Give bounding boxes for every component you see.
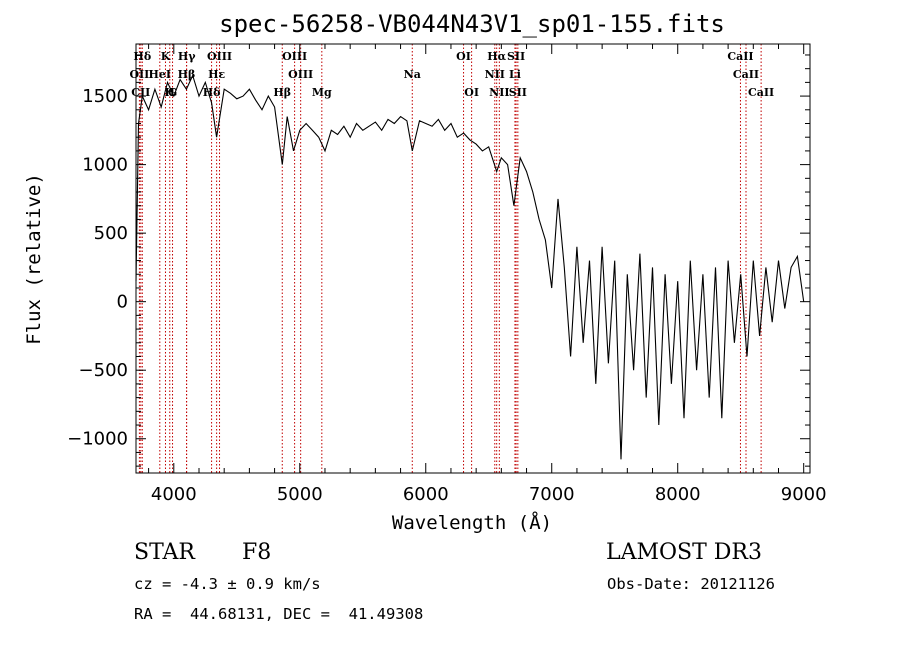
survey-name: LAMOST DR3 [606, 540, 762, 565]
spectral-line-label: OIII [288, 68, 313, 81]
spectral-line-label: Li [509, 68, 521, 81]
y-tick-label: 0 [117, 292, 128, 313]
y-tick-label: 1500 [82, 86, 128, 107]
spectral-line-label: SII [507, 50, 525, 63]
chart-title: spec-56258-VB044N43V1_sp01-155.fits [219, 10, 725, 38]
x-tick-label: 4000 [151, 484, 197, 505]
x-tick-label: 6000 [403, 484, 449, 505]
y-tick-label: 500 [94, 223, 128, 244]
spectral-line-label: CaII [748, 86, 774, 99]
y-tick-label: 1000 [82, 155, 128, 176]
coordinates: RA = 44.68131, DEC = 41.49308 [134, 605, 424, 623]
spectral-line-label: Hε [208, 68, 225, 81]
redshift-info: cz = -4.3 ± 0.9 km/s [134, 575, 321, 593]
spectral-line-label: Mg [312, 86, 332, 99]
x-tick-label: 9000 [781, 484, 827, 505]
spectral-line-markers [138, 44, 762, 473]
spectral-line-label: OI [456, 50, 471, 63]
spectral-line-label: Hβ [178, 68, 196, 81]
y-tick-label: −1000 [67, 429, 128, 450]
x-tick-label: 8000 [655, 484, 701, 505]
object-class: STAR [134, 540, 195, 565]
observation-date: Obs-Date: 20121126 [607, 575, 775, 593]
spectral-line-label: NII [489, 86, 509, 99]
spectral-line-label: NII [485, 68, 505, 81]
spectral-line-label: Hβ [273, 86, 291, 99]
spectral-line-label: CaII [733, 68, 759, 81]
x-tick-label: 5000 [277, 484, 323, 505]
spectral-line-label: Na [404, 68, 421, 81]
y-axis-label: Flux (relative) [23, 173, 45, 345]
spectral-line-label: OIII [282, 50, 307, 63]
spectral-line-label: CaII [727, 50, 753, 63]
object-subclass: F8 [242, 540, 272, 565]
spectral-line-label: OIII [207, 50, 232, 63]
spectral-line-label: OI [464, 86, 479, 99]
spectral-line-label: Hδ [203, 86, 221, 99]
spectral-line-label: K [161, 50, 171, 63]
spectral-line-label: HeI [149, 68, 172, 81]
spectral-line-label: H [165, 86, 175, 99]
spectral-line-label: OII [129, 68, 149, 81]
x-axis-label: Wavelength (Å) [392, 511, 552, 534]
plot-frame [135, 43, 811, 474]
axis-ticks: 4000 5000 6000 7000 8000 9000 −1000 −500 0 500 100… [67, 44, 827, 505]
spectral-line-label: Hα [487, 50, 506, 63]
y-tick-label: −500 [79, 360, 128, 381]
spectrum-line [135, 73, 805, 460]
spectral-line-label: SII [509, 86, 527, 99]
spectral-line-label: Hδ [133, 50, 151, 63]
spectral-line-label: Hγ [178, 50, 196, 63]
x-tick-label: 7000 [529, 484, 575, 505]
spectral-line-label: CII [131, 86, 150, 99]
